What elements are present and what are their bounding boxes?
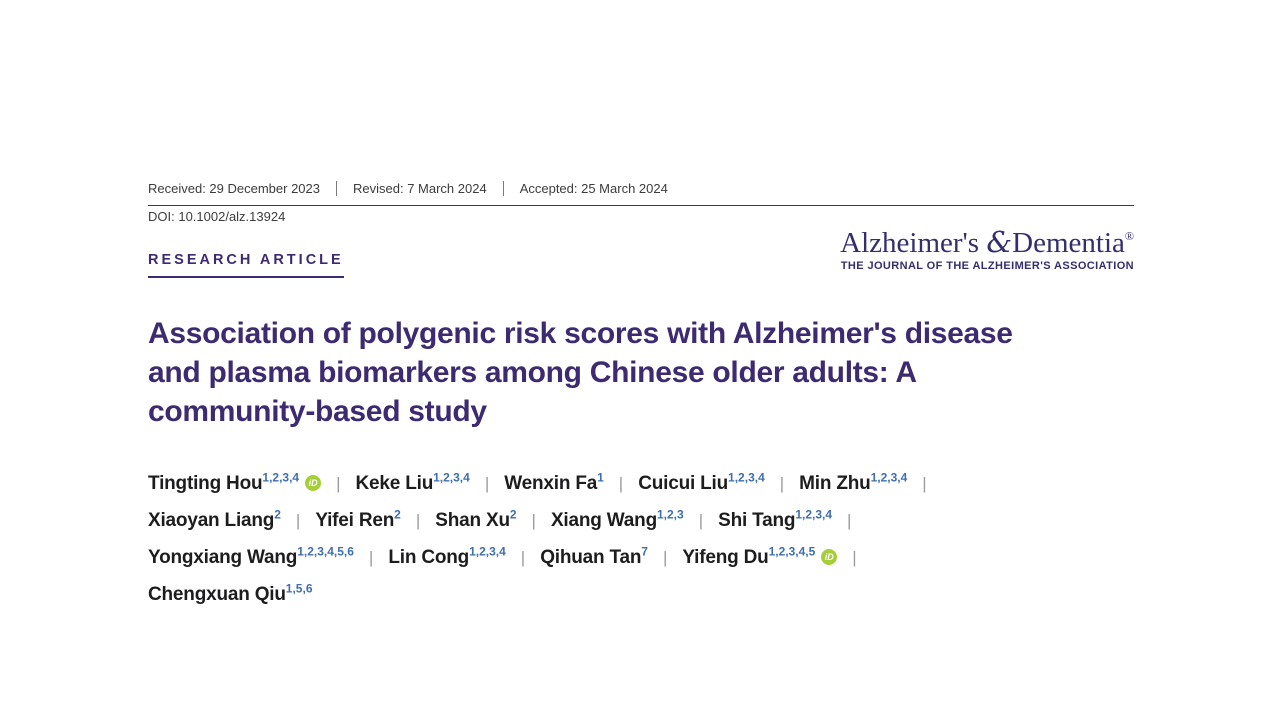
author-affiliation-superscript: 2 — [509, 507, 517, 522]
author-list: Tingting Hou1,2,3,4 iD | Keke Liu1,2,3,4 | We… — [148, 463, 1233, 610]
journal-name: Alzheimer's &Dementia® — [840, 221, 1134, 258]
author-affiliation-superscript: 1,2,3 — [656, 507, 684, 522]
author-separator: | — [779, 474, 785, 494]
author-separator: | — [295, 511, 301, 531]
journal-name-part2: Dementia — [1012, 227, 1125, 259]
author-separator: | — [698, 511, 704, 531]
dates-divider — [502, 181, 504, 196]
author-name: Yongxiang Wang — [148, 546, 298, 568]
author-separator: | — [520, 547, 526, 567]
journal-logo: Alzheimer's &Dementia® THE JOURNAL OF TH… — [840, 221, 1134, 272]
author-affiliation-superscript: 1 — [597, 471, 604, 485]
received-date: Received: 29 December 2023 — [148, 181, 320, 196]
author: Qihuan Tan7 — [540, 544, 648, 568]
author-affiliation-superscript: 1,2,3,4 — [433, 471, 470, 485]
author-affiliation-superscript: 7 — [641, 544, 648, 559]
article-title-line: community-based study — [148, 395, 487, 428]
author: Yongxiang Wang1,2,3,4,5,6 — [148, 544, 354, 568]
author-line: Xiaoyan Liang2 | Yifei Ren2 | Shan Xu2 | Xiang… — [148, 500, 1233, 537]
research-article-label: RESEARCH ARTICLE — [148, 252, 344, 278]
author-separator: | — [662, 547, 668, 567]
author: Yifeng Du1,2,3,4,5 iD — [682, 544, 838, 568]
author-affiliation-superscript: 1,2,3,4 — [469, 544, 506, 559]
journal-name-ampersand: & — [986, 225, 1013, 259]
author-name: Wenxin Fa — [504, 473, 598, 495]
author-affiliation-superscript: 2 — [394, 507, 401, 522]
author-separator: | — [531, 511, 536, 531]
article-title: Association of polygenic risk scores wit… — [148, 314, 1134, 431]
author-name: Xiang Wang — [550, 510, 657, 532]
accepted-date: Accepted: 25 March 2024 — [519, 181, 668, 196]
author-name: Min Zhu — [799, 473, 871, 495]
author-separator: | — [618, 474, 624, 494]
author-separator: | — [336, 474, 341, 494]
author-name: Yifeng Du — [682, 546, 769, 568]
author: Xiaoyan Liang2 — [148, 507, 281, 532]
author-line: Chengxuan Qiu1,5,6 — [148, 573, 1233, 610]
author-name: Chengxuan Qiu — [148, 583, 286, 605]
article-title-line: and plasma biomarkers among Chinese olde… — [148, 356, 917, 389]
author-affiliation-superscript: 1,2,3,4,5,6 — [297, 544, 354, 559]
author: Wenxin Fa1 — [504, 471, 604, 495]
revised-date: Revised: 7 March 2024 — [353, 181, 487, 196]
orcid-icon[interactable]: iD — [821, 548, 838, 565]
author-separator: | — [484, 474, 490, 494]
author-affiliation-superscript: 1,2,3,4 — [870, 471, 908, 485]
author: Xiang Wang1,2,3 — [550, 507, 684, 532]
author-name: Keke Liu — [355, 473, 434, 495]
author-name: Tingting Hou — [148, 473, 263, 495]
author: Keke Liu1,2,3,4 — [355, 471, 470, 495]
author: Shan Xu2 — [435, 507, 517, 532]
author-affiliation-superscript: 1,5,6 — [285, 581, 313, 596]
author: Chengxuan Qiu1,5,6 — [148, 581, 313, 605]
author-affiliation-superscript: 1,2,3,4 — [728, 471, 765, 485]
author-name: Xiaoyan Liang — [148, 510, 275, 532]
author-line: Yongxiang Wang1,2,3,4,5,6 | Lin Cong1,2,3,… — [148, 537, 1233, 574]
author-affiliation-superscript: 2 — [274, 507, 281, 522]
author-separator: | — [368, 547, 374, 567]
journal-subtitle: THE JOURNAL OF THE ALZHEIMER'S ASSOCIATI… — [840, 260, 1134, 272]
author-name: Cuicui Liu — [638, 473, 729, 495]
article-header-page: Received: 29 December 2023 Revised: 7 Ma… — [148, 0, 1134, 720]
author-name: Shan Xu — [435, 510, 510, 532]
dates-divider — [336, 181, 337, 196]
author-name: Lin Cong — [388, 546, 470, 568]
author: Cuicui Liu1,2,3,4 — [638, 471, 765, 495]
author-name: Shi Tang — [718, 510, 796, 532]
submission-dates-bar: Received: 29 December 2023 Revised: 7 Ma… — [148, 181, 1134, 206]
registered-trademark-mark: ® — [1124, 229, 1134, 243]
author: Lin Cong1,2,3,4 — [388, 544, 506, 568]
author-separator: | — [415, 511, 421, 531]
doi-text: DOI: 10.1002/alz.13924 — [148, 209, 286, 224]
author-name: Qihuan Tan — [540, 546, 642, 568]
author-separator: | — [922, 474, 927, 494]
author-separator: | — [847, 511, 852, 531]
author: Tingting Hou1,2,3,4 iD — [148, 471, 322, 495]
journal-name-part1: Alzheimer's — [840, 227, 980, 259]
author: Shi Tang1,2,3,4 — [718, 507, 833, 532]
article-title-line: Association of polygenic risk scores wit… — [148, 317, 1013, 350]
author-affiliation-superscript: 1,2,3,4 — [795, 507, 833, 522]
author-separator: | — [852, 547, 857, 567]
author: Yifei Ren2 — [315, 507, 401, 532]
author-affiliation-superscript: 1,2,3,4,5 — [768, 544, 816, 559]
orcid-icon[interactable]: iD — [305, 475, 322, 492]
author-affiliation-superscript: 1,2,3,4 — [262, 471, 300, 485]
author: Min Zhu1,2,3,4 — [799, 471, 908, 495]
author-name: Yifei Ren — [315, 510, 395, 532]
author-line: Tingting Hou1,2,3,4 iD | Keke Liu1,2,3,4 | We… — [148, 463, 1233, 500]
